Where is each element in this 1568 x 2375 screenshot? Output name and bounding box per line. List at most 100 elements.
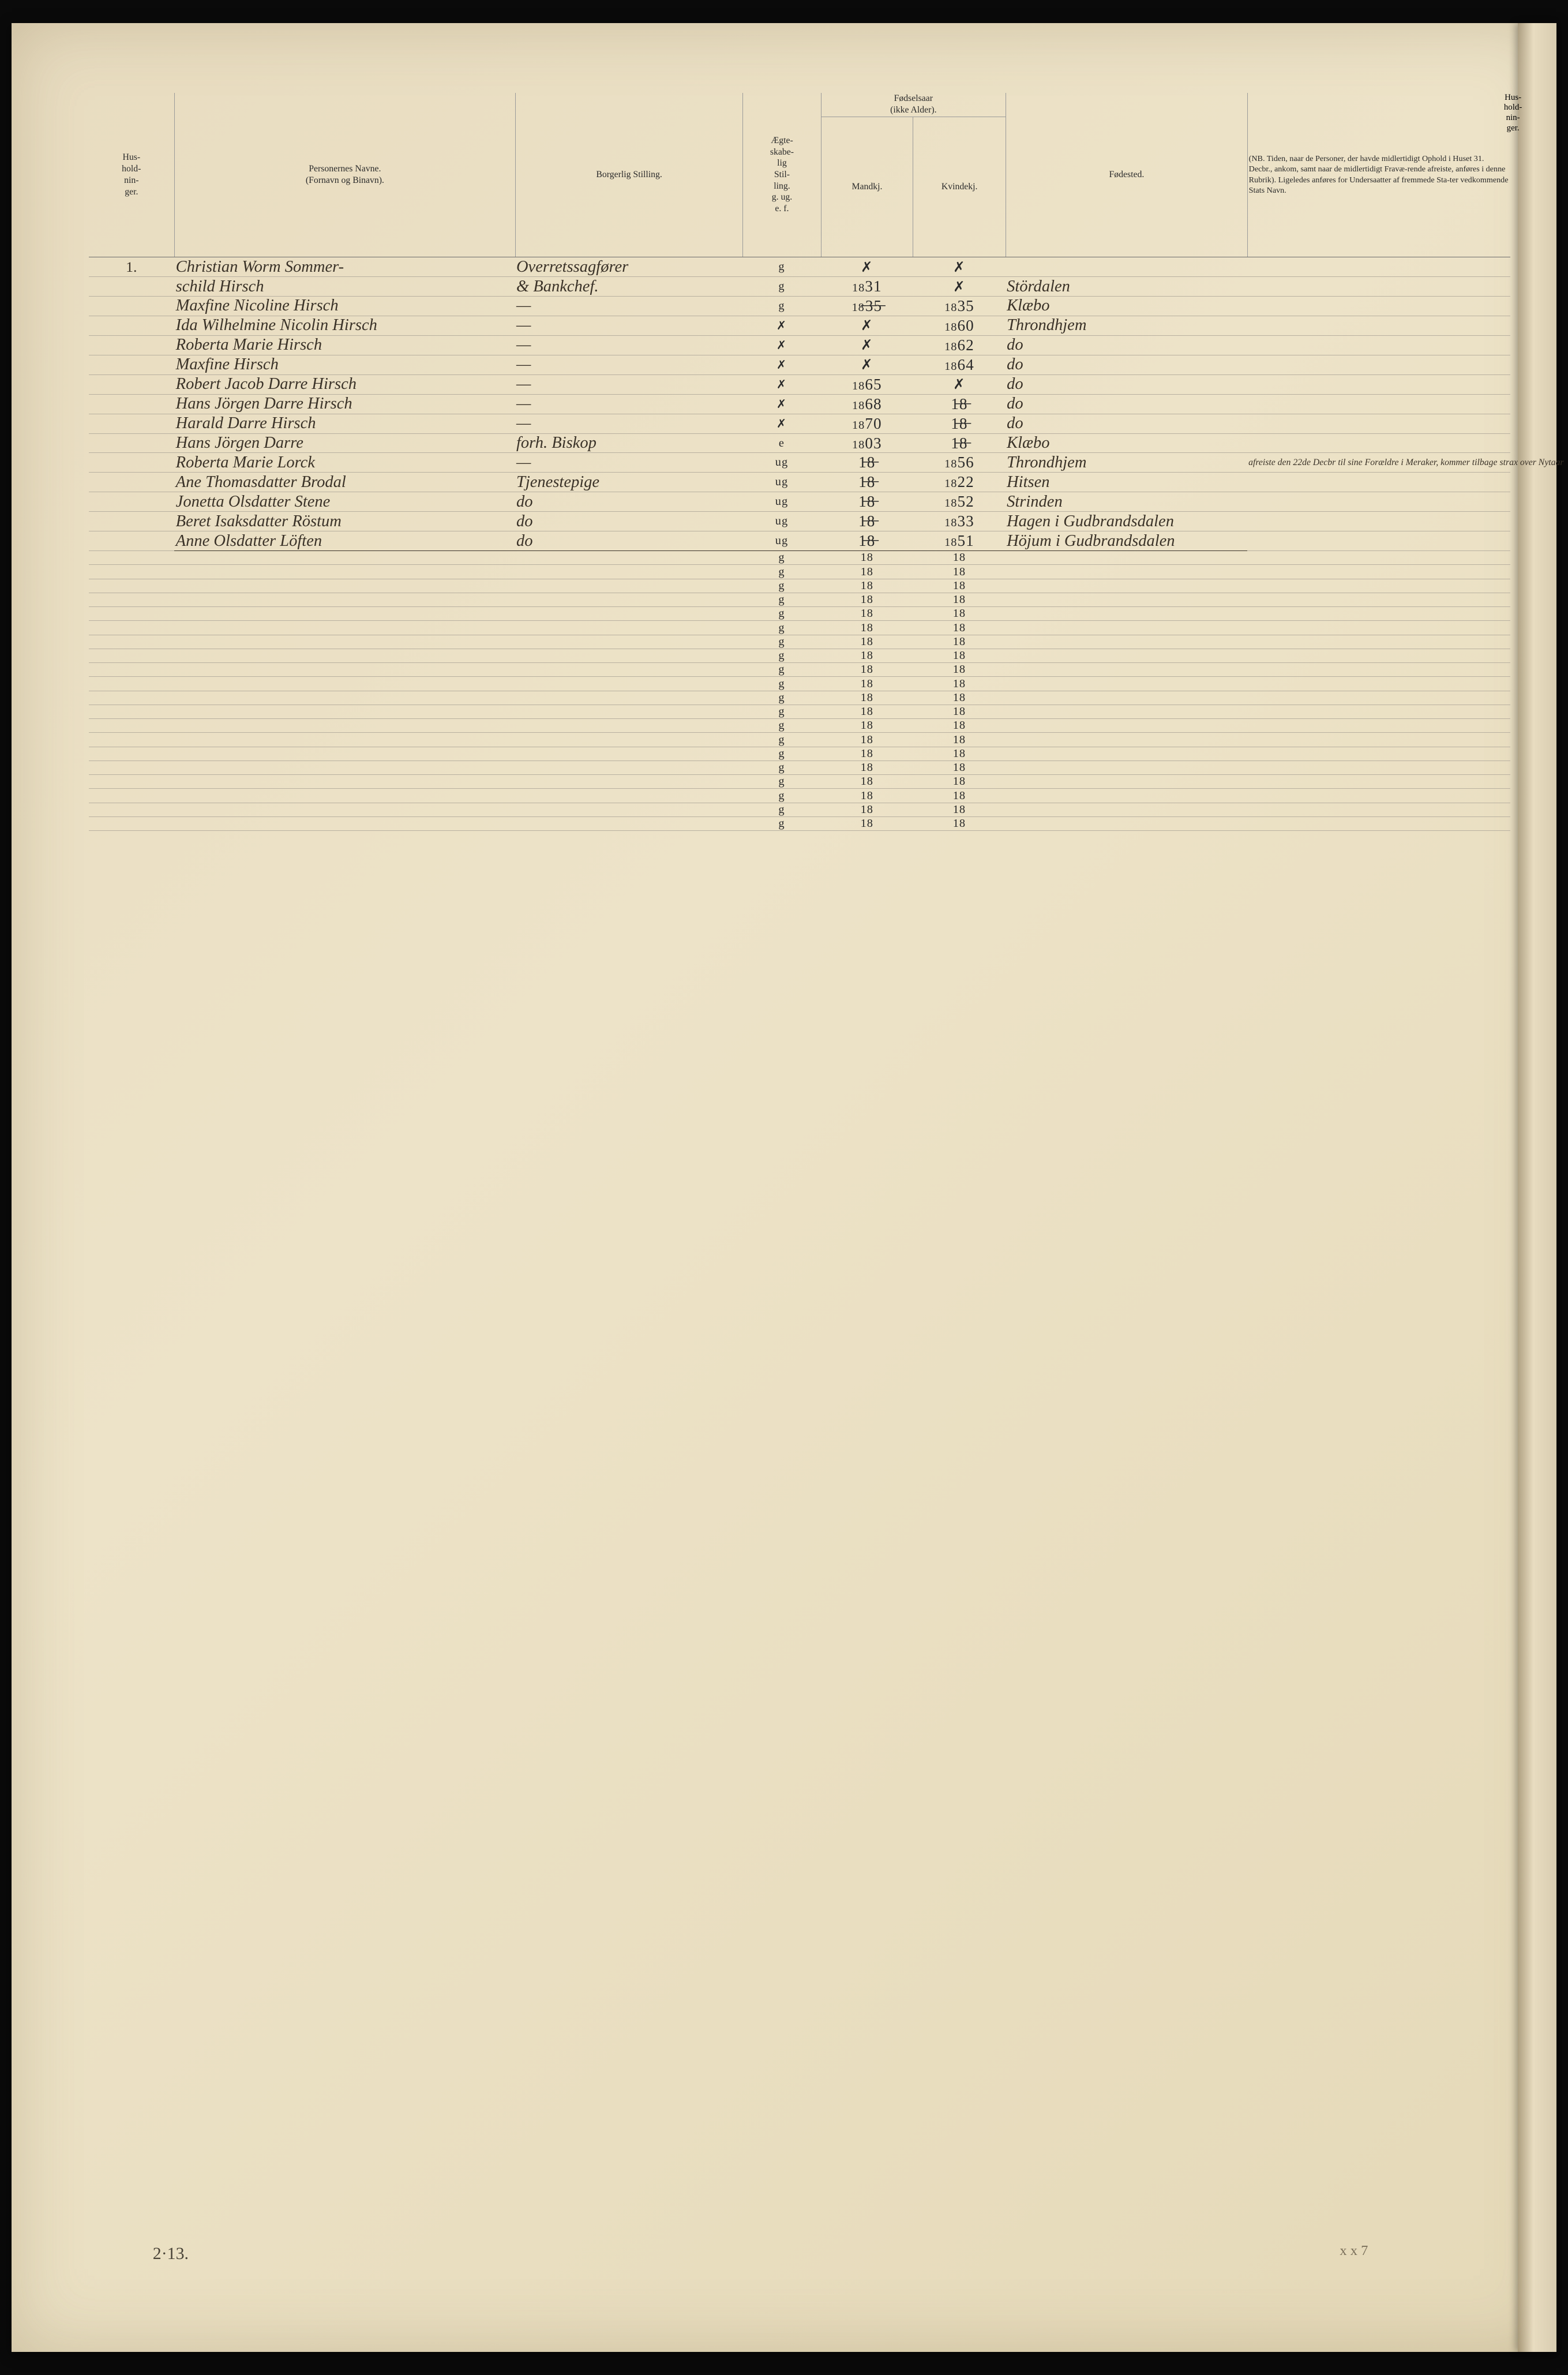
- cell-birthplace: Throndhjem: [1006, 454, 1247, 473]
- cell-birthplace: Hitsen: [1006, 473, 1247, 492]
- cell-person-name: Christian Worm Sommer-: [174, 257, 515, 276]
- table-row: Jonetta Olsdatter Stenedoug1̶8̶1852Strin…: [89, 492, 1510, 512]
- cell-occupation: —: [515, 355, 742, 374]
- cell-person-name: [174, 781, 515, 782]
- cell-marital: g: [742, 719, 821, 732]
- cell-birthyear-m: ✗: [821, 356, 913, 373]
- cell-birthplace: Throndhjem: [1006, 316, 1247, 335]
- cell-birthplace: [1006, 711, 1247, 712]
- cell-birthyear-k: 1835: [913, 297, 1006, 315]
- cell-birthyear-m: 1̶8̶: [821, 473, 913, 491]
- cell-marital: g: [742, 280, 821, 293]
- cell-birthyear-m: 18: [821, 621, 913, 634]
- cell-birthyear-m: 18: [821, 649, 913, 662]
- cell-birthyear-m: 18: [821, 579, 913, 593]
- cell-occupation: —: [515, 297, 742, 316]
- table-row: g1818: [89, 775, 1510, 789]
- cell-birthyear-m: 1803: [821, 434, 913, 452]
- table-row: g1818: [89, 621, 1510, 635]
- cell-person-name: [174, 725, 515, 726]
- cell-occupation: [515, 725, 742, 726]
- header-nb: (NB. Tiden, naar de Personer, der havde …: [1247, 93, 1510, 257]
- page-wrapper: Hus-hold-nin-ger. Hus-hold-nin-ger. Pers…: [12, 23, 1556, 2352]
- cell-note: [1247, 521, 1510, 522]
- table-row: g1818: [89, 635, 1510, 649]
- cell-birthyear-m: 18: [821, 551, 913, 564]
- cell-birthplace: Klæbo: [1006, 297, 1247, 316]
- cell-person-name: Ida Wilhelmine Nicolin Hirsch: [174, 316, 515, 335]
- table-row: Maxfine Nicoline Hirsch—g18̶3̶5̶1835Klæb…: [89, 297, 1510, 316]
- table-row: Ane Thomasdatter BrodalTjenestepigeug1̶8…: [89, 473, 1510, 492]
- cell-marital: g: [742, 803, 821, 816]
- header-fodsel: Fødselsaar(ikke Alder). Mandkj. Kvindekj…: [821, 93, 1006, 257]
- cell-birthyear-m: 18: [821, 593, 913, 606]
- cell-occupation: [515, 669, 742, 670]
- cell-birthplace: [1006, 557, 1247, 558]
- cell-birthyear-m: 1̶8̶: [821, 493, 913, 511]
- cell-note: [1247, 286, 1510, 287]
- cell-birthyear-k: 18: [913, 691, 1006, 705]
- table-body: 1.Christian Worm Sommer-Overretssagfører…: [89, 257, 1510, 831]
- cell-person-name: [174, 669, 515, 670]
- table-row: Roberta Marie Lorck—ug1̶8̶1856Throndhjem…: [89, 453, 1510, 473]
- table-row: g1818: [89, 579, 1510, 593]
- cell-occupation: [515, 613, 742, 614]
- cell-birthyear-k: 18: [913, 789, 1006, 802]
- cell-birthyear-k: 18: [913, 719, 1006, 732]
- cell-person-name: [174, 767, 515, 768]
- cell-birthyear-k: 1852: [913, 493, 1006, 511]
- footer-right-note: x x 7: [1340, 2243, 1368, 2259]
- cell-birthyear-m: ✗: [821, 258, 913, 275]
- cell-note: [1247, 767, 1510, 768]
- cell-birthplace: [1006, 655, 1247, 656]
- cell-occupation: do: [515, 531, 742, 550]
- table-row: g1818: [89, 747, 1510, 761]
- cell-person-name: Hans Jörgen Darre: [174, 434, 515, 453]
- cell-birthplace: Hagen i Gudbrandsdalen: [1006, 512, 1247, 531]
- table-row: Beret Isaksdatter Röstumdoug1̶8̶1833Hage…: [89, 512, 1510, 531]
- cell-note: [1247, 345, 1510, 346]
- cell-note: [1247, 557, 1510, 558]
- cell-marital: g: [742, 691, 821, 705]
- cell-person-name: Harald Darre Hirsch: [174, 414, 515, 433]
- cell-birthplace: do: [1006, 414, 1247, 433]
- cell-marital: ✗: [742, 416, 821, 430]
- cell-birthyear-m: 18: [821, 663, 913, 676]
- cell-note: [1247, 781, 1510, 782]
- cell-birthyear-k: 18: [913, 761, 1006, 774]
- cell-birthyear-m: 18̶3̶5̶: [821, 297, 913, 315]
- cell-birthyear-k: 18: [913, 593, 1006, 606]
- header-borgerlig: Borgerlig Stilling.: [515, 93, 742, 257]
- cell-occupation: [515, 711, 742, 712]
- table-row: g1818: [89, 705, 1510, 719]
- cell-birthyear-k: 1862: [913, 336, 1006, 354]
- cell-person-name: Maxfine Nicoline Hirsch: [174, 297, 515, 316]
- cell-note: [1247, 384, 1510, 385]
- cell-birthyear-m: 18: [821, 733, 913, 746]
- cell-birthyear-m: 1̶8̶: [821, 512, 913, 530]
- cell-birthyear-m: 18: [821, 565, 913, 578]
- cell-marital: g: [742, 789, 821, 802]
- cell-birthyear-k: 18: [913, 635, 1006, 649]
- cell-occupation: [515, 767, 742, 768]
- cell-marital: g: [742, 299, 821, 313]
- cell-birthplace: do: [1006, 395, 1247, 414]
- table-row: g1818: [89, 733, 1510, 747]
- cell-birthyear-m: 18: [821, 803, 913, 816]
- cell-birthyear-m: 18: [821, 705, 913, 718]
- cell-birthplace: do: [1006, 375, 1247, 394]
- table-row: Hans Jörgen Darre Hirsch—✗18681̶8̶do: [89, 395, 1510, 414]
- cell-birthyear-k: 18: [913, 579, 1006, 593]
- cell-occupation: —: [515, 316, 742, 335]
- cell-birthyear-k: 18: [913, 621, 1006, 634]
- cell-person-name: Hans Jörgen Darre Hirsch: [174, 395, 515, 414]
- cell-person-name: Anne Olsdatter Löften: [174, 531, 515, 550]
- cell-marital: e: [742, 436, 821, 449]
- cell-note: [1247, 823, 1510, 824]
- table-row: g1818: [89, 677, 1510, 691]
- table-row: schild Hirsch& Bankchef.g1831✗Stördalen: [89, 277, 1510, 297]
- cell-person-name: [174, 655, 515, 656]
- cell-occupation: forh. Biskop: [515, 434, 742, 453]
- cell-marital: g: [742, 663, 821, 676]
- census-page: Hus-hold-nin-ger. Hus-hold-nin-ger. Pers…: [12, 23, 1556, 2352]
